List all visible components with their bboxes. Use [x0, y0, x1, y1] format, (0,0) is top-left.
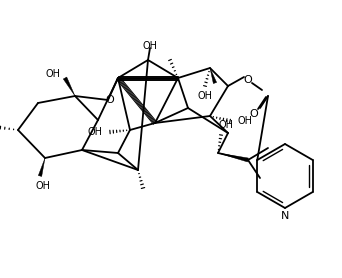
Text: OH: OH	[45, 69, 61, 79]
Text: OH: OH	[36, 181, 51, 191]
Polygon shape	[63, 77, 75, 96]
Text: OH: OH	[237, 116, 252, 126]
Text: OH: OH	[143, 41, 158, 51]
Text: OH: OH	[197, 91, 212, 101]
Text: O: O	[250, 109, 258, 119]
Text: O: O	[106, 95, 114, 105]
Text: N: N	[281, 211, 289, 221]
Text: OH: OH	[88, 127, 103, 137]
Polygon shape	[218, 153, 248, 162]
Text: O: O	[244, 75, 252, 85]
Polygon shape	[38, 158, 45, 177]
Polygon shape	[210, 68, 217, 84]
Text: OH: OH	[219, 120, 234, 130]
